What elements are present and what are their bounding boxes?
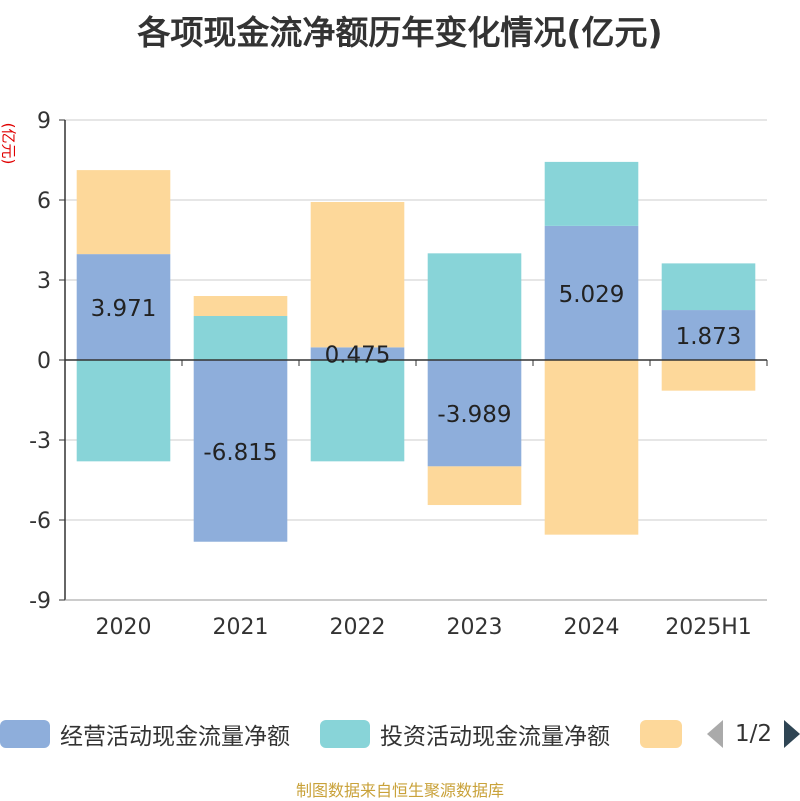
legend-prev-arrow-icon[interactable] [706, 720, 723, 748]
y-tick-label: 9 [37, 109, 51, 134]
legend-item-operating[interactable]: 经营活动现金流量净额 [0, 718, 290, 750]
legend-page-indicator: 1/2 [734, 721, 772, 747]
legend-label-operating: 经营活动现金流量净额 [60, 724, 290, 750]
legend-next-arrow-icon[interactable] [784, 720, 800, 748]
data-source-footer: 制图数据来自恒生聚源数据库 [295, 781, 504, 800]
y-tick-label: 0 [37, 349, 51, 374]
bar-2022-series-0 [310, 347, 405, 360]
bar-2020-series-1 [76, 360, 171, 462]
y-tick-label: -3 [29, 429, 51, 454]
bar-2023-series-0 [427, 360, 522, 467]
bar-2022-series-2 [310, 202, 405, 348]
data-label-2024: 5.029 [559, 282, 625, 308]
bar-2025H1-series-0 [661, 310, 756, 360]
legend-swatch-financing [640, 720, 682, 748]
y-tick-label: 6 [37, 189, 51, 214]
legend: 经营活动现金流量净额 投资活动现金流量净额 1/2 [0, 712, 800, 756]
x-tick-label: 2022 [330, 615, 386, 640]
bar-2021-series-0 [193, 360, 288, 542]
data-label-2023: -3.989 [437, 402, 511, 428]
bar-2021-series-1 [193, 316, 288, 360]
y-tick-label: -9 [29, 589, 51, 614]
bar-2021-series-2 [193, 296, 288, 316]
bar-2022-series-1 [310, 360, 405, 462]
bar-2025H1-series-2 [661, 360, 756, 391]
x-tick-label: 2021 [213, 615, 269, 640]
legend-label-investing: 投资活动现金流量净额 [380, 724, 610, 750]
bar-chart: -9 -6 -3 0 3 6 9 3.971 -6.815 0.475 -3.989 5.029 1.8… [29, 109, 768, 640]
data-label-2022: 0.475 [325, 343, 391, 369]
bar-2024-series-1 [544, 161, 639, 226]
data-label-2021: -6.815 [203, 440, 277, 466]
x-tick-label: 2023 [447, 615, 503, 640]
data-label-2020: 3.971 [91, 296, 157, 322]
chart-title: 各项现金流净额历年变化情况(亿元) [137, 13, 663, 52]
legend-pager: 1/2 [706, 718, 800, 750]
x-tick-label: 2024 [564, 615, 620, 640]
legend-swatch-operating [0, 720, 50, 748]
bar-2020-series-0 [76, 254, 171, 360]
x-tick-label: 2020 [96, 615, 152, 640]
legend-swatch-investing [320, 720, 370, 748]
bar-2023-series-2 [427, 466, 522, 506]
legend-item-investing[interactable]: 投资活动现金流量净额 [320, 718, 610, 750]
legend-item-financing[interactable] [640, 718, 692, 750]
bar-2020-series-2 [76, 170, 171, 255]
bar-2023-series-1 [427, 253, 522, 360]
data-label-2025H1: 1.873 [676, 324, 742, 350]
bar-2025H1-series-1 [661, 263, 756, 311]
bar-2024-series-2 [544, 360, 639, 535]
y-tick-label: -6 [29, 509, 51, 534]
bar-2024-series-0 [544, 225, 639, 360]
y-tick-label: 3 [37, 269, 51, 294]
x-tick-label: 2025H1 [665, 615, 752, 640]
